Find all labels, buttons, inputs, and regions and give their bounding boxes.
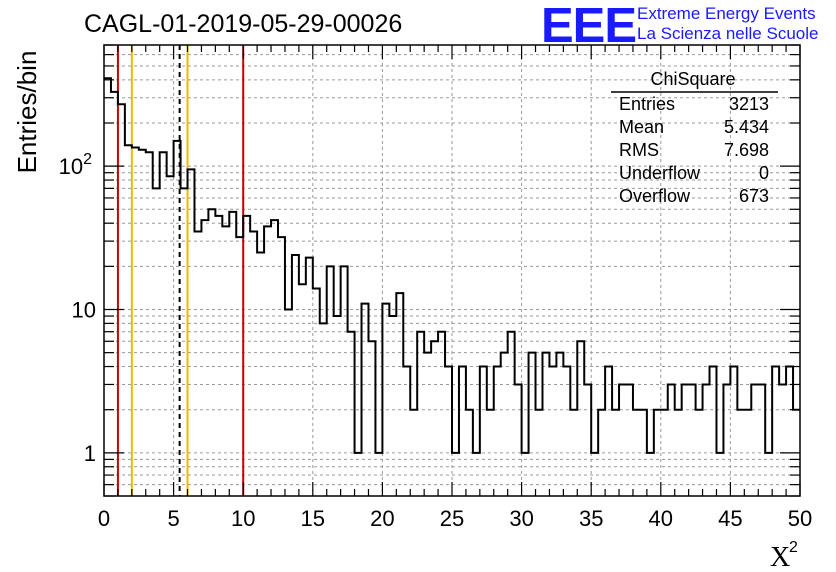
x-tick-label: 20 xyxy=(370,506,394,531)
axis-titles: Entries/bin X2 xyxy=(12,51,798,572)
axis-tick-labels: 0 5 10 15 20 25 30 35 40 45 50 1 10 102 xyxy=(59,151,813,531)
x-tick-label: 25 xyxy=(440,506,464,531)
eee-logo: EEE xyxy=(541,0,637,53)
stats-title: ChiSquare xyxy=(650,69,735,89)
y-tick-label: 102 xyxy=(59,151,92,179)
stats-label: Overflow xyxy=(619,186,691,206)
stats-value: 5.434 xyxy=(724,117,769,137)
y-axis-label: Entries/bin xyxy=(12,51,42,174)
eee-logo-line1: Extreme Energy Events xyxy=(637,4,816,23)
x-tick-label: 30 xyxy=(509,506,533,531)
x-tick-label: 10 xyxy=(231,506,255,531)
x-tick-label: 5 xyxy=(167,506,179,531)
x-tick-label: 0 xyxy=(98,506,110,531)
stats-box: ChiSquare Entries 3213 Mean 5.434 RMS 7.698 Und… xyxy=(611,69,778,206)
stats-value: 7.698 xyxy=(724,140,769,160)
y-tick-label: 10 xyxy=(72,297,96,322)
stats-value: 0 xyxy=(759,163,769,183)
y-tick-label: 1 xyxy=(84,441,96,466)
eee-logo-line2: La Scienza nelle Scuole xyxy=(637,24,819,43)
stats-label: Mean xyxy=(619,117,664,137)
x-tick-label: 45 xyxy=(718,506,742,531)
page-title: CAGL-01-2019-05-29-00026 xyxy=(84,10,403,38)
x-axis-label-superscript: 2 xyxy=(789,539,798,556)
stats-value: 3213 xyxy=(729,94,769,114)
x-tick-label: 35 xyxy=(579,506,603,531)
x-tick-label: 15 xyxy=(301,506,325,531)
x-tick-label: 50 xyxy=(788,506,812,531)
stats-label: Entries xyxy=(619,94,675,114)
marker-lines xyxy=(116,45,245,496)
x-axis-label: X xyxy=(770,542,790,572)
axis-ticks xyxy=(103,44,801,497)
x-tick-label: 40 xyxy=(649,506,673,531)
stats-value: 673 xyxy=(739,186,769,206)
histogram-series xyxy=(104,77,800,454)
stats-label: Underflow xyxy=(619,163,701,183)
stats-label: RMS xyxy=(619,140,659,160)
